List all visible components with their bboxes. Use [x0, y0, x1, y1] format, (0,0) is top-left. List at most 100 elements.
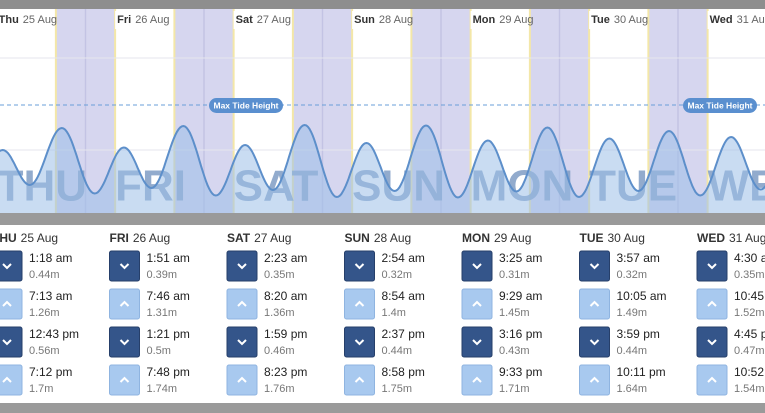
chevron — [707, 300, 717, 307]
tide-height: 1.52m — [734, 307, 765, 319]
tide-height: 1.71m — [499, 383, 530, 395]
high-tide-icon — [461, 288, 493, 320]
high-tide-icon — [579, 364, 610, 396]
tide-time: 10:05 am — [617, 289, 667, 303]
tide-height: 0.39m — [147, 269, 178, 281]
day-label: Thu 25 Aug — [0, 14, 57, 26]
chevron — [354, 300, 365, 307]
day-date: 27 Aug — [254, 231, 291, 245]
tide-height: 1.31m — [147, 307, 178, 319]
chevron — [119, 300, 130, 307]
tide-time: 10:45 am — [734, 289, 765, 303]
low-tide-icon — [461, 250, 493, 282]
chevron — [472, 376, 482, 383]
chevron — [354, 376, 365, 383]
day-date: 28 Aug — [379, 14, 413, 26]
chevron — [472, 300, 482, 307]
tide-time: 8:23 pm — [264, 365, 307, 379]
tide-time: 1:59 pm — [264, 327, 307, 341]
chevron — [472, 339, 482, 346]
tide-time: 8:54 am — [382, 289, 425, 303]
tide-height: 0.47m — [734, 345, 765, 357]
high-tide-icon — [461, 364, 493, 396]
day-name: Mon — [473, 14, 496, 26]
day-date: 29 Aug — [494, 231, 531, 245]
day-name: Fri — [117, 14, 131, 26]
day-name: Thu — [0, 14, 19, 26]
chevron — [589, 339, 600, 346]
day-name: TUE — [580, 231, 604, 245]
low-tide-icon — [0, 250, 23, 282]
tide-height: 0.31m — [499, 269, 530, 281]
high-tide-icon — [226, 288, 258, 320]
low-tide-icon — [696, 250, 728, 282]
max-tide-label: Max Tide Height — [687, 100, 752, 110]
day-date: 25 Aug — [23, 14, 57, 26]
day-label-bg — [233, 11, 292, 29]
tide-height: 0.35m — [734, 269, 765, 281]
chevron — [119, 339, 130, 346]
tide-time: 3:16 pm — [499, 327, 542, 341]
tide-height: 1.4m — [382, 307, 406, 319]
chevron — [589, 376, 600, 383]
high-tide-icon — [0, 364, 23, 396]
day-label: Sun 28 Aug — [354, 14, 413, 26]
high-tide-icon — [0, 288, 23, 320]
low-tide-icon — [579, 326, 610, 358]
tide-time: 4:30 am — [734, 251, 765, 265]
chevron — [237, 300, 247, 307]
day-date: 30 Aug — [608, 231, 645, 245]
tide-time: 1:21 pm — [147, 327, 190, 341]
high-tide-icon — [696, 364, 728, 396]
low-tide-icon — [344, 326, 375, 358]
low-tide-icon — [696, 326, 728, 358]
table-day-header: MON 29 Aug — [462, 231, 531, 245]
top-border — [0, 0, 765, 9]
tide-height: 0.44m — [29, 269, 60, 281]
tide-height: 0.46m — [264, 345, 295, 357]
high-tide-icon — [344, 364, 375, 396]
tide-time: 10:11 pm — [617, 365, 666, 379]
tide-time: 12:43 pm — [29, 327, 79, 341]
tide-height: 0.5m — [147, 345, 171, 357]
chevron — [119, 376, 130, 383]
bottom-border — [0, 403, 765, 413]
low-tide-icon — [579, 250, 610, 282]
day-date: 31 Aug — [729, 231, 765, 245]
tide-time: 8:20 am — [264, 289, 307, 303]
day-label-bg — [115, 11, 174, 29]
tide-chart: THUFRISATSUNMONTUEWEDMax Tide HeightMax … — [0, 9, 765, 213]
table-day-header: SAT 27 Aug — [227, 231, 291, 245]
day-date: 26 Aug — [135, 14, 169, 26]
tide-time: 3:59 pm — [617, 327, 660, 341]
tide-time: 2:37 pm — [382, 327, 425, 341]
tide-height: 1.76m — [264, 383, 295, 395]
tide-height: 1.45m — [499, 307, 530, 319]
tide-height: 0.32m — [617, 269, 648, 281]
tide-height: 1.74m — [147, 383, 178, 395]
tide-area — [0, 125, 765, 213]
tide-time: 7:12 pm — [29, 365, 72, 379]
day-label: Sat 27 Aug — [236, 14, 291, 26]
chevron — [237, 263, 247, 270]
low-tide-icon — [109, 326, 140, 358]
max-tide-label: Max Tide Height — [213, 100, 278, 110]
tide-time: 2:23 am — [264, 251, 307, 265]
day-name: SAT — [227, 231, 251, 245]
day-label-bg — [352, 11, 411, 29]
tide-height: 1.7m — [29, 383, 53, 395]
tide-time: 9:29 am — [499, 289, 542, 303]
tide-time: 3:57 am — [617, 251, 660, 265]
tide-time: 1:18 am — [29, 251, 72, 265]
day-date: 26 Aug — [133, 231, 170, 245]
chevron — [2, 263, 12, 270]
day-label: Wed 31 Aug — [710, 14, 765, 26]
tide-time: 3:25 am — [499, 251, 542, 265]
chevron — [707, 376, 717, 383]
chevron — [589, 263, 600, 270]
max-tide-pill — [209, 98, 283, 113]
day-name: Wed — [710, 14, 733, 26]
table-day-header: TUE 30 Aug — [580, 231, 645, 245]
low-tide-icon — [226, 250, 258, 282]
